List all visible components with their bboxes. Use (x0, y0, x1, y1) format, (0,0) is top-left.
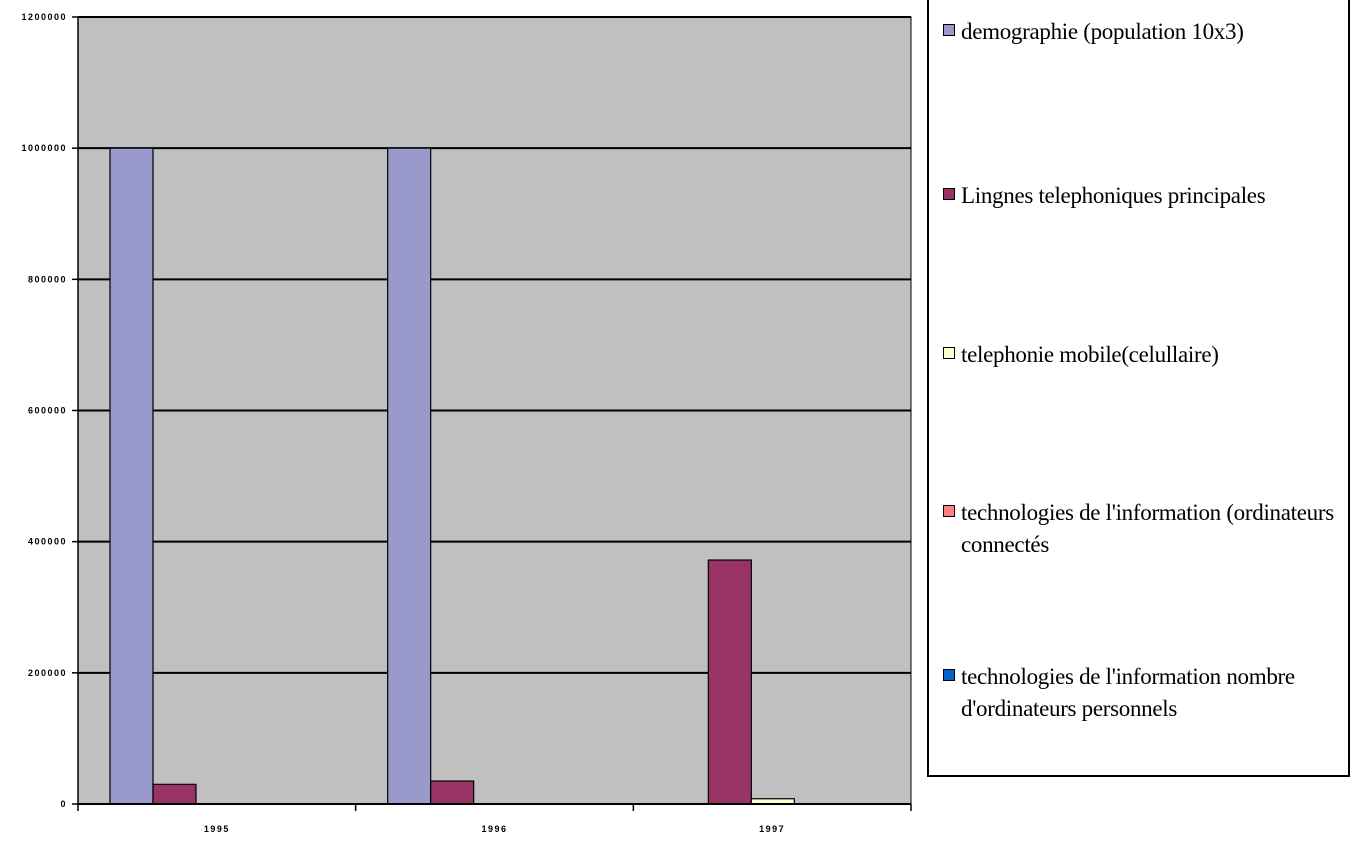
bar-chart: 020000040000060000080000010000001200000 … (21, 12, 912, 834)
legend-item-demographie: demographie (population 10x3) (943, 16, 1343, 48)
legend: demographie (population 10x3) Lingnes te… (927, 0, 1350, 777)
legend-label: Lingnes telephoniques principales (961, 183, 1266, 208)
y-tick-label: 1000000 (21, 143, 67, 153)
legend-swatch (943, 24, 955, 36)
legend-item-mobile: telephonie mobile(celullaire) (943, 339, 1343, 371)
x-tick-label: 1997 (759, 824, 785, 834)
legend-item-ordinateurs-personnels: technologies de l'information nombre d'o… (943, 661, 1343, 725)
legend-label: technologies de l'information (ordinateu… (961, 500, 1334, 557)
legend-item-lignes: Lingnes telephoniques principales (943, 180, 1343, 212)
y-tick-labels: 0 200000 400000 600000 800000 1000000 1200000 (21, 12, 67, 809)
legend-swatch (943, 505, 955, 517)
legend-label: telephonie mobile(celullaire) (961, 342, 1219, 367)
y-tick-label: 800000 (28, 274, 67, 284)
bar (430, 780, 475, 805)
legend-item-ordinateurs-connectes: technologies de l'information (ordinateu… (943, 497, 1343, 561)
y-tick-label: 200000 (28, 668, 67, 678)
bar (387, 147, 432, 805)
axes (77, 16, 912, 811)
legend-label: technologies de l'information nombre d'o… (961, 664, 1295, 721)
legend-swatch (943, 347, 955, 359)
bar (152, 783, 197, 805)
y-tick-label: 400000 (28, 537, 67, 547)
bar (109, 147, 154, 805)
x-tick-labels: 1995 1996 1997 (204, 824, 785, 834)
bar (707, 559, 752, 805)
x-tick-label: 1996 (481, 824, 507, 834)
legend-swatch (943, 669, 955, 681)
plot-border (77, 16, 912, 805)
y-tick-label: 0 (60, 799, 67, 809)
x-tick-label: 1995 (204, 824, 230, 834)
bars (109, 147, 795, 805)
legend-label: demographie (population 10x3) (961, 19, 1244, 44)
legend-swatch (943, 188, 955, 200)
y-tick-label: 1200000 (21, 12, 67, 22)
y-tick-label: 600000 (28, 406, 67, 416)
